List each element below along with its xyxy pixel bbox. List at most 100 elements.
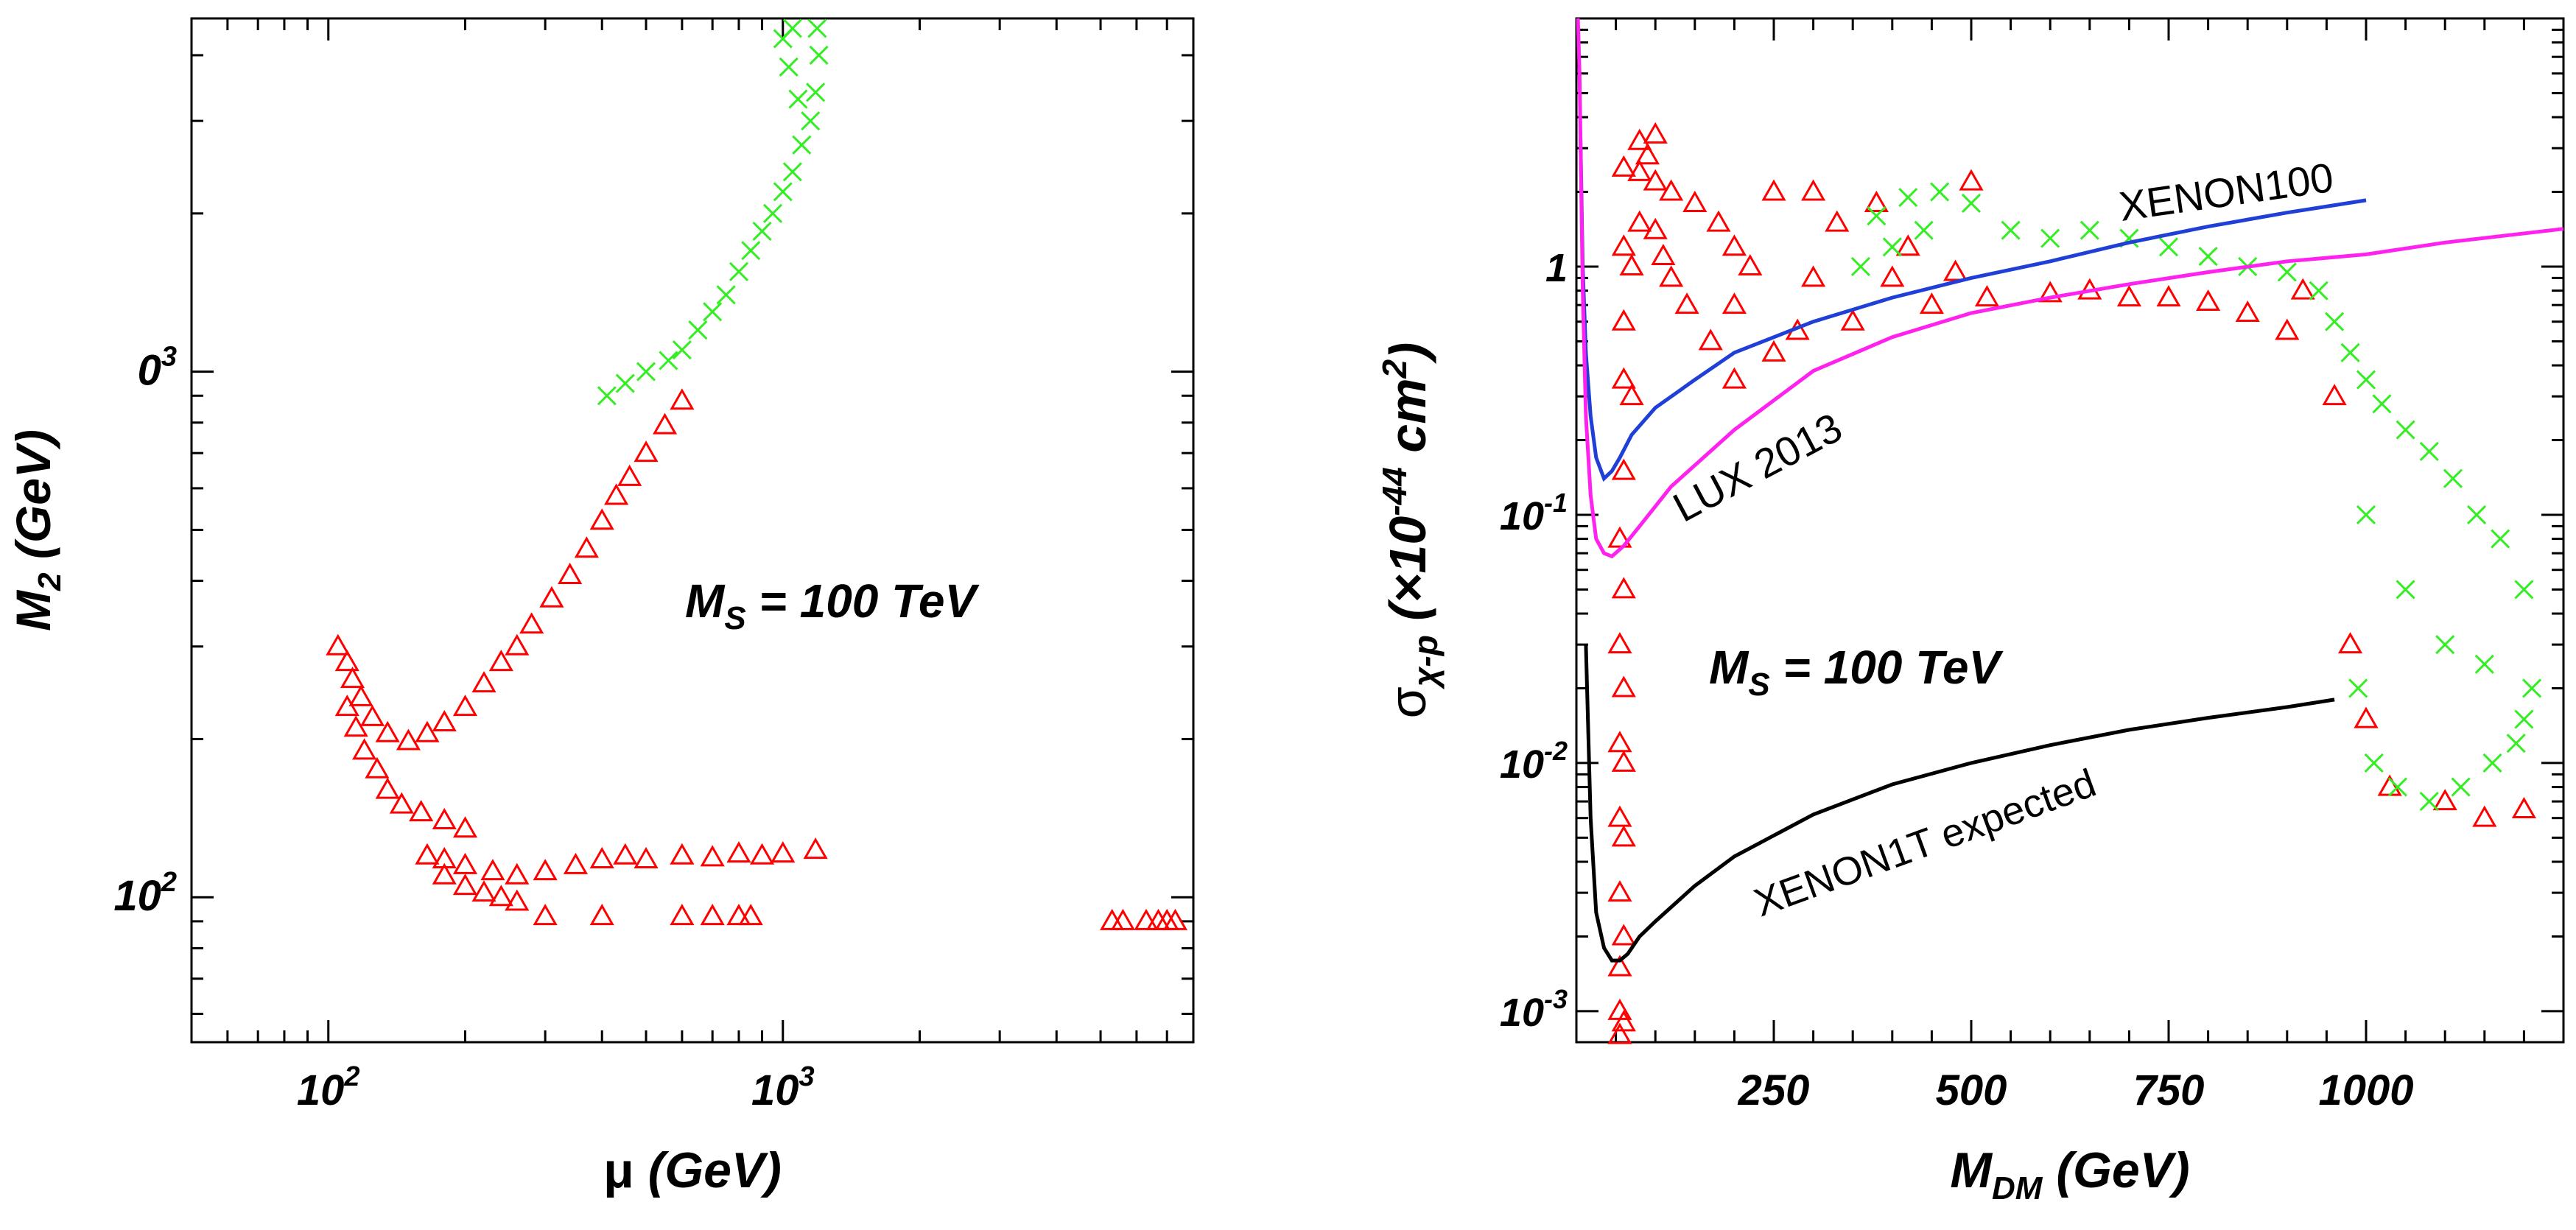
data-point-triangle [652,412,678,435]
data-point-cross [1914,220,1934,240]
data-point-triangle [1110,908,1136,930]
data-point-triangle [2472,805,2497,827]
data-point-cross [773,29,793,49]
data-point-triangle [634,846,659,868]
data-point-cross [2419,441,2439,461]
data-point-cross [636,362,656,382]
data-point-triangle [1635,143,1660,165]
data-point-triangle [2322,384,2347,406]
data-point-triangle [2235,300,2260,323]
right-y-axis-exp: -44 [1375,467,1414,516]
data-point-triangle [1761,340,1786,362]
data-point-triangle [1607,805,1632,827]
data-point-triangle [533,859,558,881]
data-point-triangle [1607,880,1632,902]
data-point-cross [688,320,708,340]
right-y-axis-subscript: χ-p [1406,635,1445,690]
data-point-triangle [471,880,496,902]
right-y-tick-labels: 10-3 10-2 10-1 1 [1500,246,1568,1035]
data-point-triangle [2511,796,2536,818]
data-point-triangle [589,508,614,530]
data-point-cross [729,261,749,281]
data-point-triangle [738,904,763,926]
right-limit-curves [1576,18,2564,963]
right-x-axis-unit: (GeV) [2042,1142,2189,1198]
data-point-triangle [1611,924,1636,946]
data-point-cross [2372,394,2392,414]
right-y-axis-symbol: σ [1379,686,1436,718]
data-point-cross [1898,187,1918,208]
data-point-triangle [480,859,505,881]
data-point-triangle [1100,908,1125,930]
data-point-cross [2396,580,2415,600]
data-point-triangle [1706,210,1731,232]
data-point-cross [2040,228,2060,248]
data-point-cross [2309,281,2328,301]
data-point-cross [1882,237,1902,257]
data-point-cross [779,57,799,77]
data-point-cross [807,18,827,38]
data-point-triangle [1643,122,1668,144]
data-point-triangle [1611,825,1636,847]
data-point-triangle [1627,159,1652,181]
data-point-cross [2482,753,2502,773]
data-point-cross [782,162,802,182]
data-point-triangle [670,388,695,410]
data-point-triangle [589,846,614,868]
data-point-triangle [533,904,558,926]
left-x-axis-title: μ (GeV) [603,1142,782,1198]
right-plot-frame [1575,17,2565,1044]
data-point-cross [2419,792,2439,812]
data-point-triangle [348,684,373,706]
left-y-tick-label: 03 [138,342,177,395]
data-point-triangle [365,756,390,779]
data-point-triangle [1682,190,1708,212]
data-point-triangle [488,650,513,672]
data-point-triangle [539,586,564,608]
left-x-axis-unit: (GeV) [634,1142,782,1198]
right-x-tick-label: 250 [1738,1066,1810,1114]
data-point-triangle [452,816,478,838]
data-point-triangle [2275,318,2300,340]
right-y-axis-title: σχ-p (×10-44 cm2) [1375,342,1445,719]
left-y-axis-subscript: 2 [32,572,68,591]
data-point-triangle [432,709,457,732]
left-x-tick-label: 102 [297,1061,360,1114]
data-point-triangle [375,777,400,799]
data-point-triangle [1840,309,1865,331]
data-point-cross [809,45,829,66]
data-point-cross [2396,420,2415,440]
data-point-triangle [505,633,530,656]
data-point-triangle [375,720,400,742]
data-point-cross [672,340,692,360]
right-x-axis-subscript: DM [1992,1170,2043,1206]
data-point-triangle [1761,179,1786,201]
data-point-triangle [1611,577,1636,599]
left-plot-frame [190,17,1195,1044]
left-data-points [326,18,1188,930]
data-point-triangle [471,671,496,693]
data-point-triangle [2196,289,2221,312]
right-x-tick-labels: 250 500 750 1000 [1738,1066,2414,1114]
data-point-triangle [2156,285,2181,307]
data-point-triangle [604,483,629,505]
data-point-triangle [1607,1022,1632,1044]
data-point-cross [2277,262,2297,282]
data-point-triangle [1627,128,1652,150]
data-point-cross [2443,468,2463,488]
data-point-triangle [1611,1010,1636,1032]
right-annotation-main: M [1709,641,1749,694]
data-point-triangle [1864,190,1889,212]
left-minor-ticks [190,18,1195,1042]
right-y-tick-label: 10-3 [1500,984,1568,1035]
data-point-triangle [1651,244,1676,266]
data-point-triangle [415,843,440,865]
data-point-cross [2198,246,2218,267]
data-point-triangle [1722,234,1747,256]
data-point-triangle [749,843,775,865]
data-point-triangle [452,852,478,874]
data-point-triangle [2337,632,2363,654]
data-point-triangle [334,695,359,717]
data-point-triangle [488,885,513,907]
